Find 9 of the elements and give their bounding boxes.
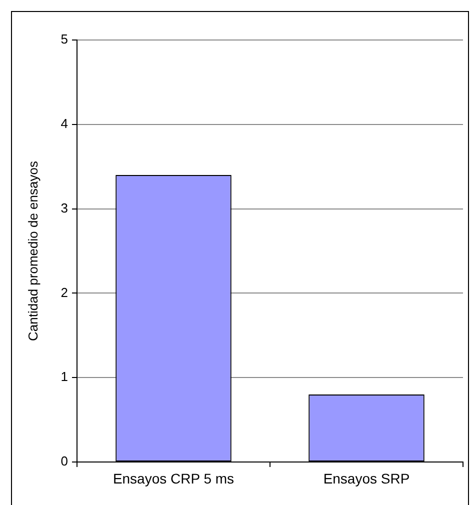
y-tick-label: 3 bbox=[60, 200, 68, 216]
y-axis-title: Cantidad promedio de ensayos bbox=[25, 160, 40, 341]
y-tick-label: 2 bbox=[60, 284, 68, 300]
y-tick-label: 4 bbox=[60, 116, 68, 131]
x-tick-label: Ensayos SRP bbox=[323, 470, 410, 486]
y-tick-label: 5 bbox=[60, 32, 68, 47]
y-tick-label: 1 bbox=[60, 369, 68, 384]
x-tick-label: Ensayos CRP 5 ms bbox=[112, 470, 234, 486]
y-tick-label: 0 bbox=[60, 454, 68, 469]
